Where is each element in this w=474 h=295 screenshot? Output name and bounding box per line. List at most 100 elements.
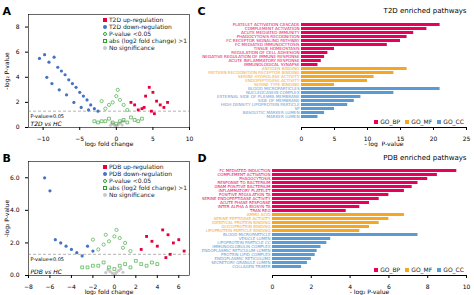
svg-text:A: A: [3, 5, 12, 18]
svg-text:MARKER LUMEN: MARKER LUMEN: [266, 114, 299, 119]
html-text:P-value <0.05: P-value <0.05: [108, 177, 152, 184]
svg-text:IMMUNOLOGICAL SYNAPSE: IMMUNOLOGICAL SYNAPSE: [243, 62, 300, 68]
svg-text:SP: SP: [294, 106, 300, 112]
html-text:GO_BP: GO_BP: [380, 266, 401, 273]
svg-text:FC RECEPTOR SIGNALING PATHWAY: FC RECEPTOR SIGNALING PATHWAY: [226, 38, 300, 44]
svg-text:PDB vs HC: PDB vs HC: [31, 268, 63, 275]
svg-text:BLOOD MICROPARTICLES: BLOOD MICROPARTICLES: [248, 86, 300, 92]
svg-text:2: 2: [134, 283, 138, 290]
svg-text:POSITIVE REGULATION TA: POSITIVE REGULATION TA: [219, 192, 271, 198]
svg-text:6: 6: [177, 283, 181, 290]
html-text:GO_MF: GO_MF: [411, 266, 433, 273]
svg-text:0: 0: [16, 123, 20, 130]
svg-text:10: 10: [363, 134, 372, 142]
svg-text:RESPONSE TO BACTERIUM: RESPONSE TO BACTERIUM: [217, 180, 271, 186]
svg-text:PHAGOCYTOSIS: PHAGOCYTOSIS: [239, 176, 271, 182]
svg-text:D: D: [198, 152, 207, 165]
svg-text:- log P-value: - log P-value: [365, 140, 404, 148]
html-text:T2D down-regulation: T2D down-regulation: [108, 23, 172, 30]
svg-text:SERINE TYPE BINDING: SERINE TYPE BINDING: [253, 82, 300, 88]
svg-text:EXTERNAL SIDE OF PLASMA MEMBRA: EXTERNAL SIDE OF PLASMA MEMBRANE: [217, 94, 300, 100]
svg-text:NEGATIVE REGULATION OF IMMUNE: NEGATIVE REGULATION OF IMMUNE RESPONSE: [202, 54, 300, 60]
svg-text:−6: −6: [46, 283, 55, 290]
svg-text:−10: −10: [37, 135, 50, 142]
svg-text:ANTIGEN BINDING: ANTIGEN BINDING: [261, 66, 300, 72]
svg-text:-log₂ P-value: -log₂ P-value: [3, 52, 11, 90]
svg-text:-log₂ P-value: -log₂ P-value: [3, 199, 11, 237]
svg-text:C: C: [198, 5, 206, 18]
svg-text:PHAGOCYTOSIS RECOGNITION: PHAGOCYTOSIS RECOGNITION: [236, 34, 300, 40]
svg-text:FC MEDIATED INDUCTION: FC MEDIATED INDUCTION: [219, 168, 271, 174]
svg-text:FC MEDIATED IMMUNOCYTOSIS: FC MEDIATED IMMUNOCYTOSIS: [235, 42, 300, 48]
svg-text:ACUTE MEDIATED IMMUNITY: ACUTE MEDIATED IMMUNITY: [241, 30, 300, 36]
svg-text:8: 8: [426, 283, 430, 290]
svg-text:5: 5: [333, 135, 337, 142]
svg-text:−2: −2: [88, 282, 98, 290]
svg-text:2: 2: [309, 283, 313, 290]
svg-text:ACUTE PHASE RESPONSE: ACUTE PHASE RESPONSE: [219, 200, 271, 206]
svg-text:5: 5: [151, 135, 155, 142]
html-text:GO_CC: GO_CC: [443, 266, 464, 273]
svg-text:6.0: 6.0: [10, 174, 20, 181]
svg-text:REGULATION OF CELL ADHESION: REGULATION OF CELL ADHESION: [231, 50, 300, 56]
svg-text:−8: −8: [24, 283, 33, 290]
svg-text:log₂ fold change: log₂ fold change: [85, 288, 134, 295]
svg-text:COLLAGEN TRIMER: COLLAGEN TRIMER: [232, 264, 270, 269]
svg-text:ENDOPEPTIDASE ACTIVITY: ENDOPEPTIDASE ACTIVITY: [245, 78, 300, 84]
svg-text:INFLAMMATORY PLATELET: INFLAMMATORY PLATELET: [218, 188, 271, 194]
html-text:No significance: No significance: [108, 44, 155, 51]
html-text:No significance: No significance: [108, 191, 155, 198]
svg-text:HIGH DENSITY LIPOPROTEIN PARTI: HIGH DENSITY LIPOPROTEIN PARTICLE: [221, 102, 300, 107]
svg-text:P-value=0.05: P-value=0.05: [31, 113, 65, 119]
svg-text:COMPLEMENT ACTIVATION: COMPLEMENT ACTIVATION: [217, 172, 271, 178]
svg-text:ACUTE INFLAMMATORY RESPONSE: ACUTE INFLAMMATORY RESPONSE: [228, 58, 300, 64]
svg-text:4: 4: [16, 73, 20, 80]
svg-text:PATTERN RECOGNITION RECEPTOR B: PATTERN RECOGNITION RECEPTOR BINDING: [208, 70, 300, 76]
html-text:GO_CC: GO_CC: [443, 118, 464, 125]
svg-text:SERINE ENDOPEPTIDASE ACTIVITY: SERINE ENDOPEPTIDASE ACTIVITY: [202, 196, 271, 202]
svg-text:6: 6: [16, 48, 20, 55]
svg-text:B: B: [3, 152, 11, 165]
svg-text:SIDE OF MEMBRANE: SIDE OF MEMBRANE: [257, 98, 300, 104]
html-text:abs (log2 fold change) >1: abs (log2 fold change) >1: [108, 184, 187, 191]
svg-text:4.0: 4.0: [10, 206, 20, 213]
svg-text:−4: −4: [67, 283, 76, 290]
html-text:abs (log2 fold change) >1: abs (log2 fold change) >1: [108, 37, 187, 44]
html-text:GO_BP: GO_BP: [380, 118, 401, 125]
svg-text:4: 4: [155, 283, 159, 290]
svg-text:P-value=0.05: P-value=0.05: [31, 256, 65, 262]
svg-text:TISSUE HOMEOSTASIS: TISSUE HOMEOSTASIS: [253, 46, 300, 52]
html-text:PDB up-regulation: PDB up-regulation: [108, 163, 164, 170]
svg-text:2.0: 2.0: [10, 239, 20, 246]
svg-text:10: 10: [186, 135, 194, 142]
svg-text:COMPLEMENT ACTIVATION: COMPLEMENT ACTIVATION: [244, 26, 300, 32]
svg-text:TRAN REG: TRAN REG: [250, 208, 271, 214]
svg-text:10: 10: [463, 283, 471, 290]
svg-text:0: 0: [271, 283, 275, 290]
svg-text:PLATELET ACTIVATION CASCADE: PLATELET ACTIVATION CASCADE: [232, 22, 300, 28]
svg-text:0.0: 0.0: [10, 271, 20, 278]
svg-text:SERINE HYDROLASE ACTIVITY: SERINE HYDROLASE ACTIVITY: [238, 74, 300, 80]
svg-text:T2D enriched pathways: T2D enriched pathways: [383, 7, 467, 15]
svg-text:log₂ fold change: log₂ fold change: [85, 140, 134, 148]
svg-text:T2D vs HC: T2D vs HC: [31, 120, 63, 127]
svg-text:SERINE PEPTIDASE ACTIVITY: SERINE PEPTIDASE ACTIVITY: [213, 216, 271, 222]
html-text:T2D up-regulation: T2D up-regulation: [108, 16, 164, 23]
svg-text:8: 8: [16, 23, 20, 30]
svg-text:20: 20: [430, 135, 438, 142]
html-text:P-value <0.05: P-value <0.05: [108, 30, 152, 37]
svg-text:0: 0: [300, 135, 304, 142]
svg-text:PDB enriched pathways: PDB enriched pathways: [383, 154, 467, 162]
svg-text:25: 25: [463, 135, 471, 142]
svg-text:−5: −5: [75, 135, 84, 142]
svg-text:15: 15: [396, 134, 405, 142]
svg-text:BASOLYTIC MARKER LUMEN: BASOLYTIC MARKER LUMEN: [242, 110, 300, 116]
svg-text:- log₂ P-value: - log₂ P-value: [350, 288, 390, 295]
html-text:PDB down-regulation: PDB down-regulation: [108, 170, 172, 177]
svg-text:NUCLEOCASEIN COMPLEX: NUCLEOCASEIN COMPLEX: [245, 90, 300, 96]
svg-text:AMMO ACID: AMMO ACID: [246, 212, 271, 218]
svg-text:GRAM POSITIVE BACTERIUM: GRAM POSITIVE BACTERIUM: [214, 184, 271, 190]
svg-text:2: 2: [16, 98, 20, 105]
svg-text:INTER ALPHA A BIOSYN TA: INTER ALPHA A BIOSYN TA: [217, 204, 271, 210]
html-text:GO_MF: GO_MF: [411, 118, 433, 125]
